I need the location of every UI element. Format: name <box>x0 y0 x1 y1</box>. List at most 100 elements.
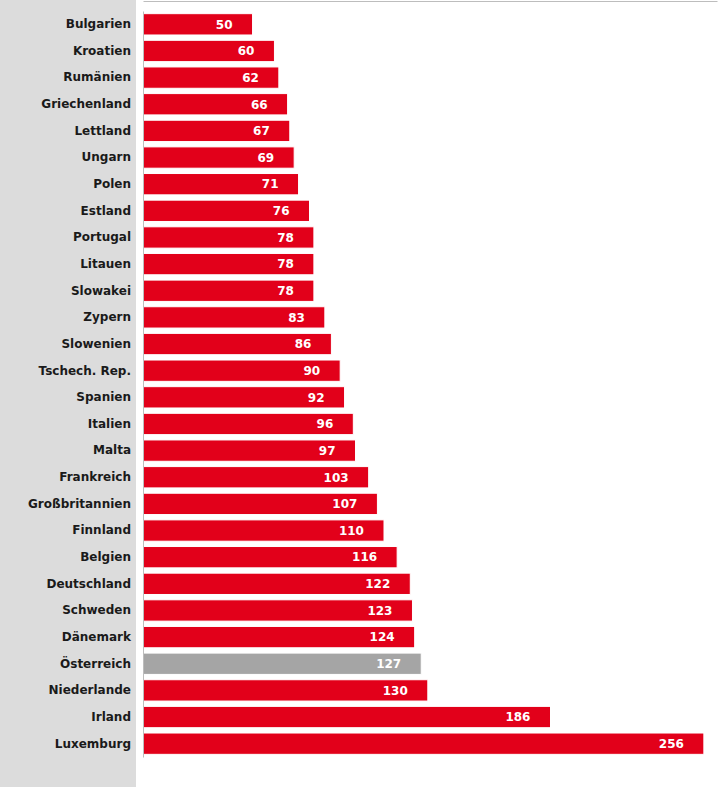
y-tick: Schweden <box>62 603 143 617</box>
data-label: 83 <box>288 311 305 325</box>
bar <box>143 440 356 461</box>
data-label: 122 <box>365 577 390 591</box>
data-label: 86 <box>295 337 312 351</box>
category-label: Polen <box>93 177 131 191</box>
y-tick: Finnland <box>72 523 143 537</box>
x-axis <box>144 1 718 2</box>
data-label: 92 <box>308 391 325 405</box>
y-tick: Italien <box>88 417 143 431</box>
data-label: 97 <box>319 444 336 458</box>
y-tick: Griechenland <box>41 97 143 111</box>
data-label: 127 <box>376 657 401 671</box>
data-label: 124 <box>370 630 395 644</box>
category-label: Lettland <box>74 124 131 138</box>
bar <box>143 14 253 35</box>
bar <box>143 253 314 274</box>
data-label: 50 <box>216 18 233 32</box>
y-tick: Estland <box>81 204 143 218</box>
y-tick: Litauen <box>80 257 143 271</box>
data-label: 110 <box>339 524 364 538</box>
category-label: Kroatien <box>73 44 131 58</box>
x-axis-line <box>144 1 718 2</box>
data-label: 62 <box>242 71 259 85</box>
bar <box>143 280 314 301</box>
bar <box>143 680 428 701</box>
category-label: Frankreich <box>59 470 131 484</box>
bar <box>143 520 384 541</box>
bar <box>143 413 353 434</box>
bar <box>143 493 377 514</box>
y-tick: Großbritannien <box>28 497 143 511</box>
bar <box>143 573 410 594</box>
category-label: Spanien <box>76 390 131 404</box>
data-label: 69 <box>257 151 274 165</box>
y-axis-line <box>143 12 144 758</box>
y-tick: Zypern <box>83 310 143 324</box>
category-label: Griechenland <box>41 97 131 111</box>
category-label: Slowenien <box>61 337 131 351</box>
y-tick: Dänemark <box>62 630 143 644</box>
bar <box>143 174 299 195</box>
category-label: Deutschland <box>46 577 131 591</box>
y-tick: Kroatien <box>73 44 143 58</box>
category-label: Luxemburg <box>55 737 131 751</box>
category-label: Österreich <box>60 656 131 671</box>
y-tick: Tschech. Rep. <box>39 364 143 378</box>
category-label: Rumänien <box>63 70 131 84</box>
bar <box>143 94 288 115</box>
bar <box>143 547 397 568</box>
label-panel <box>0 0 136 787</box>
bar <box>143 40 274 61</box>
data-label: 78 <box>277 231 294 245</box>
y-tick: Deutschland <box>46 577 143 591</box>
data-label: 107 <box>332 497 357 511</box>
bar <box>143 467 369 488</box>
y-tick: Bulgarien <box>66 17 143 31</box>
data-label: 67 <box>253 124 270 138</box>
bar <box>143 333 331 354</box>
y-tick: Slowenien <box>61 337 143 351</box>
bar <box>143 706 550 727</box>
data-labels: 5060626667697176787878838690929697103107… <box>216 18 684 751</box>
data-label: 78 <box>277 284 294 298</box>
y-tick: Spanien <box>76 390 143 404</box>
category-label: Slowakei <box>71 284 131 298</box>
bar <box>143 147 294 168</box>
data-label: 71 <box>262 177 279 191</box>
data-label: 66 <box>251 98 268 112</box>
y-tick: Ungarn <box>82 150 143 164</box>
category-label: Portugal <box>73 230 131 244</box>
y-axis: Bulgarien Kroatien Rumänien Griechenland Let… <box>28 12 143 758</box>
y-tick: Rumänien <box>63 70 143 84</box>
data-label: 256 <box>659 737 684 751</box>
bar <box>143 600 412 621</box>
category-label: Belgien <box>80 550 131 564</box>
y-tick: Irland <box>91 710 143 724</box>
category-label: Italien <box>88 417 131 431</box>
chart: Bulgarien Kroatien Rumänien Griechenland Let… <box>0 0 723 787</box>
bar <box>143 120 290 141</box>
data-label: 78 <box>277 257 294 271</box>
bar <box>143 387 345 408</box>
data-label: 123 <box>367 604 392 618</box>
bar <box>143 227 314 248</box>
data-label: 96 <box>317 417 334 431</box>
category-label: Schweden <box>62 603 131 617</box>
bar <box>143 653 421 674</box>
data-label: 116 <box>352 550 377 564</box>
category-label: Irland <box>91 710 131 724</box>
category-label: Dänemark <box>62 630 132 644</box>
category-label: Finnland <box>72 523 131 537</box>
y-tick: Luxemburg <box>55 737 143 751</box>
data-label: 130 <box>383 684 408 698</box>
data-label: 76 <box>273 204 290 218</box>
category-label: Ungarn <box>82 150 131 164</box>
data-label: 60 <box>238 44 255 58</box>
category-label: Bulgarien <box>66 17 131 31</box>
bar <box>143 200 310 221</box>
bar <box>143 360 340 381</box>
y-tick: Portugal <box>73 230 143 244</box>
category-label: Litauen <box>80 257 131 271</box>
category-label: Zypern <box>83 310 131 324</box>
y-tick: Österreich <box>60 656 143 671</box>
